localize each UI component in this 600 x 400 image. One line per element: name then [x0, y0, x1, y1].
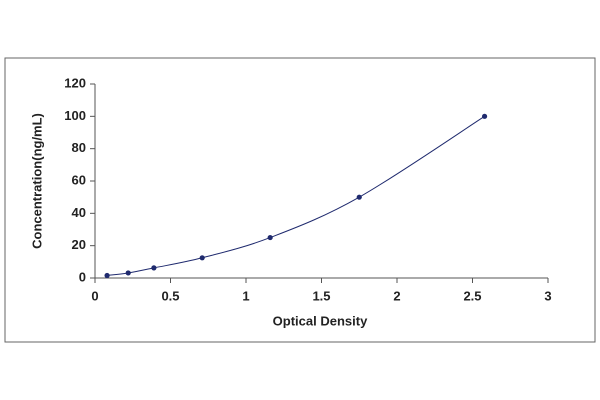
data-point [151, 265, 157, 271]
x-axis-label: Optical Density [273, 313, 368, 328]
y-axis-label: Concentration(ng/mL) [29, 113, 44, 249]
y-tick-label: 60 [72, 172, 86, 187]
y-tick-label: 120 [64, 75, 86, 90]
y-tick-label: 80 [72, 140, 86, 155]
y-tick-label: 0 [79, 269, 86, 284]
y-tick-label: 20 [72, 237, 86, 252]
chart-frame [4, 57, 596, 343]
x-tick-label: 2 [393, 288, 400, 303]
data-point [356, 194, 362, 200]
data-point [104, 272, 110, 279]
x-tick-label: 3 [544, 288, 551, 303]
data-point [199, 255, 205, 261]
x-tick-label: 1 [242, 288, 249, 303]
y-tick-label: 40 [72, 205, 86, 220]
data-point [267, 234, 273, 241]
x-tick-label: 0.5 [161, 288, 179, 303]
y-tick-label: 100 [64, 108, 86, 123]
x-tick-label: 2.5 [463, 288, 481, 303]
data-point [481, 113, 488, 119]
x-tick-label: 1.5 [312, 288, 330, 303]
data-point [125, 270, 131, 276]
x-tick-label: 0 [91, 288, 98, 303]
